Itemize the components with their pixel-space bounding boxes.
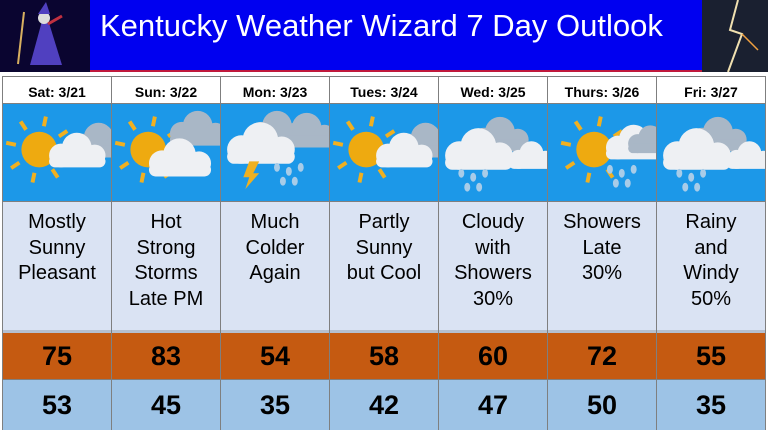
high-temp: 55 [657,333,765,380]
wizard-logo [0,0,90,72]
description-line: 30% [581,262,623,284]
day-date: Tues: 3/24 [330,76,438,104]
day-column: Wed: 3/25 Cloudy with Showers 30% 60 47 [439,76,555,430]
day-date: Thurs: 3/26 [548,76,656,104]
description-line: 50% [690,287,732,310]
day-column: Sun: 3/22 Hot Strong Storms Late PM 83 45 [112,76,227,430]
day-date: Mon: 3/23 [221,76,329,104]
description-line: Sunny [28,236,86,259]
description-line: Rainy [685,211,737,233]
description-line: Windy [683,262,739,284]
description-line: Cloudy [461,211,525,233]
description-line: Showers [454,262,532,284]
day-description: Cloudy with Showers 30% [439,202,547,333]
day-date: Fri: 3/27 [657,76,765,104]
description-line: Hot [150,211,182,233]
day-description: Hot Strong Storms Late PM [112,202,220,333]
description-line: Pleasant [18,262,96,284]
sun-rain-icon [548,104,674,202]
lightning-image [702,0,768,73]
day-column: Mon: 3/23 Much Colder Again 54 35 [221,76,336,430]
sun-cloud-icon [3,104,128,202]
description-line: Colder [245,236,305,259]
forecast-grid: Sat: 3/21 Mostly Sunny Pleasant 75 53 Sun: … [2,76,768,430]
high-temp: 54 [221,333,329,380]
description-line: Much [250,211,300,233]
day-column: Fri: 3/27 Rainy and Windy 50% 55 35 [657,76,768,430]
description-line: Partly [358,211,410,233]
day-description: Showers Late 30% [548,202,656,333]
description-line: 30% [472,287,514,310]
storm-rain-icon [221,104,336,202]
low-temp: 53 [3,380,111,430]
day-column: Thurs: 3/26 Showers Late 30% 72 50 [548,76,674,430]
description-line: Late PM [128,287,204,310]
high-temp: 83 [112,333,220,380]
description-line: with [475,236,511,259]
description-line: and [694,236,728,259]
description-line: Mostly [28,211,86,233]
high-temp: 60 [439,333,547,380]
low-temp: 35 [221,380,329,430]
day-description: Mostly Sunny Pleasant [3,202,111,333]
description-line: Sunny [355,236,413,259]
day-column: Tues: 3/24 Partly Sunny but Cool 58 42 [330,76,455,430]
low-temp: 50 [548,380,656,430]
low-temp: 42 [330,380,438,430]
sun-storm-icon [112,104,227,202]
high-temp: 75 [3,333,111,380]
day-column: Sat: 3/21 Mostly Sunny Pleasant 75 53 [3,76,128,430]
day-description: Partly Sunny but Cool [330,202,438,333]
description-line: Late [582,236,622,259]
high-temp: 58 [330,333,438,380]
high-temp: 72 [548,333,656,380]
description-line: but Cool [346,262,422,284]
sun-cloud-icon [330,104,455,202]
day-description: Much Colder Again [221,202,329,333]
low-temp: 47 [439,380,547,430]
low-temp: 45 [112,380,220,430]
description-line: Showers [563,211,641,233]
cloud-rain-icon [439,104,555,202]
low-temp: 35 [657,380,765,430]
page-title: Kentucky Weather Wizard 7 Day Outlook [100,8,663,43]
cloud-rain-icon [657,104,768,202]
header-banner: Kentucky Weather Wizard 7 Day Outlook [0,0,768,73]
day-date: Sat: 3/21 [3,76,111,104]
description-line: Again [249,262,301,284]
day-date: Wed: 3/25 [439,76,547,104]
day-date: Sun: 3/22 [112,76,220,104]
description-line: Strong [136,236,196,259]
description-line: Storms [134,262,198,284]
day-description: Rainy and Windy 50% [657,202,765,333]
